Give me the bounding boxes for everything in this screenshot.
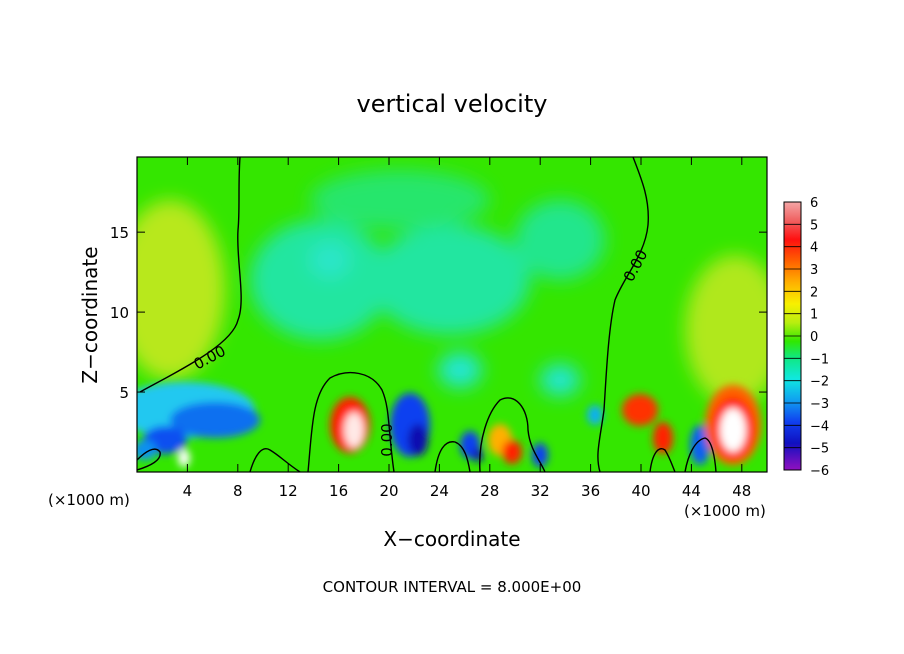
colorbar-tick-label: 0 — [810, 330, 818, 345]
colorbar-tick-label: 2 — [810, 285, 818, 300]
x-unit-label: (×1000 m) — [684, 502, 766, 520]
colorbar-tick-label: −3 — [810, 397, 829, 412]
x-tick-label: 44 — [682, 482, 701, 500]
x-tick-label: 4 — [183, 482, 193, 500]
z-unit-label: (×1000 m) — [48, 491, 130, 509]
y-tick-label: 5 — [119, 384, 129, 402]
x-tick-label: 8 — [233, 482, 243, 500]
colorbar-tick-label: 1 — [810, 308, 818, 323]
x-tick-label: 36 — [581, 482, 600, 500]
y-tick-label: 10 — [110, 304, 129, 322]
colorbar-tick-label: −6 — [810, 464, 829, 479]
x-tick-label: 48 — [732, 482, 751, 500]
contour-interval-note: CONTOUR INTERVAL = 8.000E+00 — [323, 578, 582, 596]
colorbar-ticks: 6 5 4 3 2 1 0 −1 −2 −3 −4 −5 −6 — [784, 196, 829, 479]
y-axis: 5 10 15 — [110, 224, 767, 402]
x-tick-label: 24 — [430, 482, 449, 500]
colorbar-tick-label: −1 — [810, 352, 829, 367]
chart-title: vertical velocity — [357, 90, 548, 118]
x-tick-label: 32 — [531, 482, 550, 500]
colorbar-tick-label: 5 — [810, 218, 818, 233]
colorbar-tick-label: 3 — [810, 263, 818, 278]
contour-label: 0.00 — [378, 423, 396, 456]
colorbar-tick-label: 4 — [810, 241, 818, 256]
x-axis: 4 8 12 16 20 24 28 32 36 40 44 48 — [183, 157, 751, 500]
zero-contours — [137, 157, 717, 472]
colorbar-tick-label: −4 — [810, 419, 829, 434]
y-tick-label: 15 — [110, 224, 129, 242]
plot-frame — [136, 156, 768, 473]
colorbar-tick-label: 6 — [810, 196, 818, 211]
y-axis-label: Z−coordinate — [78, 246, 102, 383]
x-tick-label: 12 — [279, 482, 298, 500]
x-tick-label: 28 — [480, 482, 499, 500]
x-axis-label: X−coordinate — [383, 527, 520, 551]
velocity-field: 0.00 0.00 0.00 — [137, 157, 767, 472]
colorbar-tick-label: −2 — [810, 375, 829, 390]
x-tick-label: 40 — [631, 482, 650, 500]
x-tick-label: 16 — [329, 482, 348, 500]
colorbar-tick-label: −5 — [810, 442, 829, 457]
x-tick-label: 20 — [379, 482, 398, 500]
